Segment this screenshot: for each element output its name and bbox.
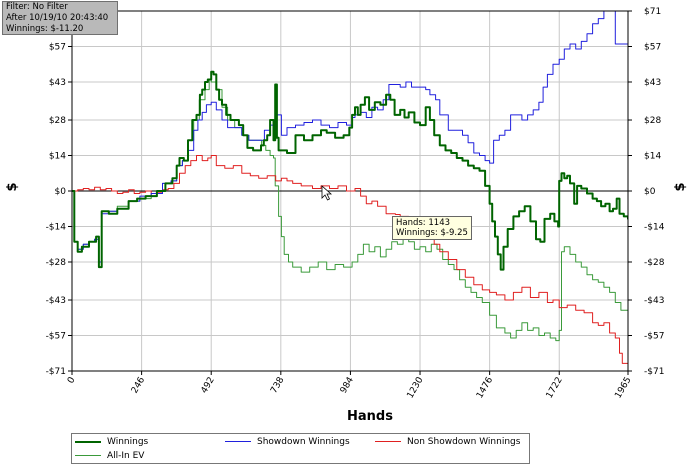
y-tick-label-left: $57 [49, 42, 66, 52]
x-tick-label: 984 [339, 375, 356, 395]
y-tick-label-right: -$57 [644, 332, 664, 342]
y-tick-label-right: -$28 [644, 258, 665, 268]
y-tick-label-left: $28 [49, 116, 66, 126]
legend-swatch [75, 440, 101, 443]
y-tick-label-left: $14 [49, 152, 66, 162]
x-tick-label: 1476 [475, 375, 495, 400]
x-tick-label: 492 [200, 376, 217, 396]
hover-tooltip: Hands: 1143 Winnings: $-9.25 [392, 216, 472, 240]
y-axis-title-right: $ [673, 182, 688, 191]
legend-item-winnings: Winnings [75, 436, 148, 449]
tooltip-hands: Hands: 1143 [396, 218, 451, 228]
y-tick-label-left: -$71 [46, 367, 66, 377]
filter-info-box: Filter: No Filter After 10/19/10 20:43:4… [2, 1, 118, 35]
y-tick-label-right: $71 [644, 7, 661, 17]
x-tick-label: 1965 [613, 376, 633, 401]
after-date-label: After 10/19/10 20:43:40 [6, 13, 109, 23]
y-tick-label-left: -$28 [46, 258, 67, 268]
x-tick-label: 1230 [406, 375, 426, 400]
legend-item-non-showdown-winnings: Non Showdown Winnings [375, 436, 520, 449]
legend-item-showdown-winnings: Showdown Winnings [225, 436, 350, 449]
y-tick-label-left: $0 [55, 187, 67, 197]
x-tick-label: 0 [66, 375, 78, 385]
mouse-cursor-icon [321, 185, 333, 201]
tooltip-winnings: Winnings: $-9.25 [396, 228, 468, 238]
y-tick-label-left: -$57 [46, 332, 66, 342]
series-line-non-showdown-winnings [72, 155, 628, 371]
x-tick-label: 1722 [545, 376, 565, 401]
total-winnings-label: Winnings: $-11.20 [6, 24, 84, 34]
legend-label: Non Showdown Winnings [407, 437, 521, 447]
y-tick-label-left: -$43 [46, 296, 66, 306]
y-axis-ticks-right: -$71 -$57 -$43 -$28 -$14 $0 $14 $28 $43 $57 $71 [628, 7, 665, 377]
y-tick-label-right: $0 [644, 187, 656, 197]
y-axis-title-left: $ [5, 182, 20, 191]
y-tick-label-right: -$43 [644, 296, 664, 306]
y-tick-label-right: -$14 [644, 222, 665, 232]
legend-label: All-In EV [107, 451, 145, 461]
y-tick-label-left: -$14 [46, 222, 67, 232]
legend-swatch [225, 441, 251, 442]
legend-swatch [375, 441, 401, 442]
y-tick-label-right: $14 [644, 152, 661, 162]
legend: Winnings Showdown Winnings Non Showdown … [71, 433, 530, 464]
series-line-winnings [72, 70, 628, 271]
y-axis-ticks-left: -$71-$57-$43-$28-$14$0$14$28$43$57$71 [46, 7, 72, 377]
y-tick-label-right: $28 [644, 116, 661, 126]
x-tick-label: 738 [269, 375, 286, 395]
y-tick-label-right: -$71 [644, 367, 664, 377]
y-tick-label-right: $57 [644, 42, 661, 52]
legend-swatch [75, 455, 101, 456]
x-tick-label: 246 [130, 375, 147, 395]
x-axis-ticks: 0 246 492 738 984 1230 1476 1722 1965 [66, 371, 634, 400]
filter-label: Filter: No Filter [6, 2, 68, 12]
y-tick-label-left: $43 [49, 78, 66, 88]
y-tick-label-right: $43 [644, 78, 661, 88]
series-lines [72, 11, 628, 371]
legend-label: Showdown Winnings [257, 437, 350, 447]
legend-label: Winnings [107, 437, 149, 447]
x-axis-title: Hands [347, 409, 393, 424]
legend-item-all-in-ev: All-In EV [75, 450, 144, 463]
